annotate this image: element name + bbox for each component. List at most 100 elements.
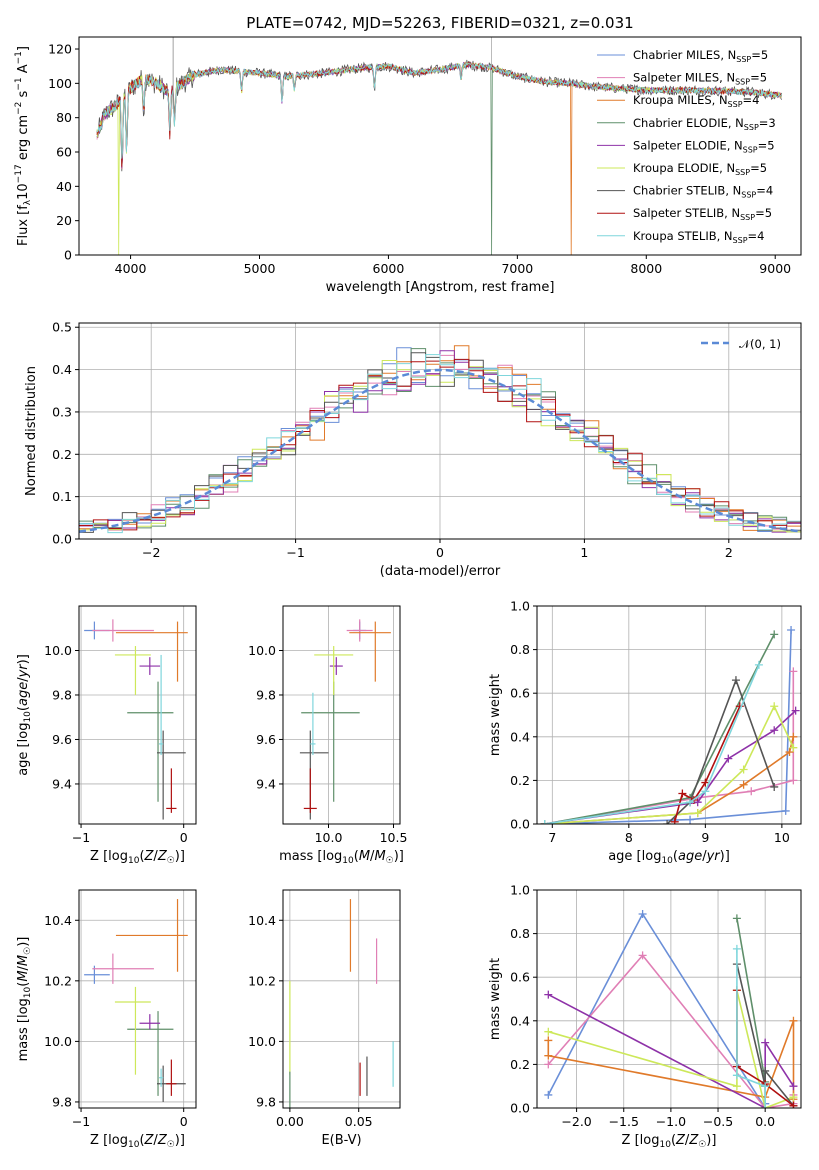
weight-series-6 — [666, 677, 775, 824]
y-tick-label: 20 — [56, 213, 72, 228]
spectrum-frame — [78, 36, 802, 256]
y-tick-label: 10.0 — [248, 643, 276, 658]
weight-marker — [732, 944, 741, 953]
y-tick-label: 9.6 — [256, 732, 276, 747]
mass-vs-extinction-plot-area — [289, 899, 394, 1108]
y-tick-label: 10.2 — [44, 973, 72, 988]
x-tick-label: −1 — [72, 1114, 90, 1129]
weight-series-8 — [544, 664, 760, 824]
x-tick-label: −1 — [286, 545, 304, 560]
x-tick-label: 10.0 — [315, 830, 343, 845]
y-tick-label: 10.0 — [44, 643, 72, 658]
weight-marker — [670, 817, 679, 824]
weight-marker — [789, 1082, 798, 1091]
weight-marker — [770, 726, 779, 735]
x-tick-label: −1 — [72, 830, 90, 845]
y-tick-label: 9.4 — [52, 776, 72, 791]
x-tick-label: 6000 — [373, 261, 405, 276]
mass-weight-vs-age-y-axis-label: mass weight — [488, 674, 503, 756]
residual-histogram-x-axis-label: (data-model)/error — [380, 564, 501, 579]
weight-marker — [761, 1038, 770, 1047]
x-tick-label: 10 — [774, 830, 790, 845]
weight-marker — [544, 990, 553, 999]
legend-entry: Salpeter STELIB, NSSP=5 — [633, 206, 772, 222]
legend-entry: 𝒩(0, 1) — [739, 337, 781, 351]
spectrum-panel: 4000 5000 6000 7000 8000 9000 0 20 40 60 80 100 120 w… — [14, 36, 802, 295]
weight-marker — [789, 1101, 798, 1108]
y-tick-label: 10.0 — [248, 1034, 276, 1049]
spectrum-line-8 — [96, 61, 783, 159]
legend-entry: Chabrier STELIB, NSSP=4 — [633, 184, 773, 200]
mass-vs-metallicity-frame — [78, 889, 197, 1109]
legend-entry: Kroupa MILES, NSSP=4 — [633, 93, 759, 109]
mass-vs-metallicity-x-axis-label: Z [log10(Z/Z☉)] — [90, 1133, 185, 1150]
y-tick-label: 10.4 — [44, 913, 72, 928]
y-tick-label: 1.0 — [510, 883, 530, 898]
weight-marker — [544, 1090, 553, 1099]
spectrum-x-axis-label: wavelength [Angstrom, rest frame] — [326, 280, 555, 295]
y-tick-label: 9.8 — [52, 687, 72, 702]
weight-marker — [739, 765, 748, 774]
weight-marker — [732, 914, 741, 923]
age-vs-mass-plot-area — [299, 619, 391, 820]
y-tick-label: 0.2 — [52, 447, 72, 462]
weight-marker — [540, 820, 549, 824]
x-tick-label: 5000 — [244, 261, 276, 276]
weight-series-3 — [736, 918, 767, 1108]
legend-entry: Chabrier MILES, NSSP=5 — [633, 48, 768, 64]
weight-marker — [761, 1104, 770, 1108]
mass-weight-vs-age-plot-area — [540, 625, 800, 824]
mass-weight-vs-metallicity-plot-area — [544, 909, 798, 1108]
weight-marker — [732, 1082, 741, 1091]
weight-marker — [638, 951, 647, 960]
weight-marker — [663, 820, 672, 824]
age-vs-metallicity-frame — [78, 605, 197, 825]
y-tick-label: 9.4 — [256, 776, 276, 791]
y-tick-label: 80 — [56, 110, 72, 125]
y-tick-label: 0.3 — [52, 404, 72, 419]
y-tick-label: 0.2 — [510, 1057, 530, 1072]
histogram-step-8 — [79, 354, 801, 534]
y-tick-label: 120 — [48, 42, 72, 57]
weight-marker — [791, 706, 800, 715]
mass-weight-vs-metallicity-y-axis-label: mass weight — [488, 958, 503, 1040]
y-tick-label: 0.8 — [510, 926, 530, 941]
x-tick-label: 8 — [625, 830, 633, 845]
weight-marker — [787, 625, 796, 634]
residual-histogram-plot-area — [79, 345, 801, 534]
weight-marker — [789, 1016, 798, 1025]
weight-marker — [789, 732, 798, 741]
x-tick-label: 8000 — [630, 261, 662, 276]
weight-marker — [686, 815, 695, 824]
weight-marker — [544, 1036, 553, 1045]
y-tick-label: 0.1 — [52, 489, 72, 504]
x-tick-label: 9000 — [759, 261, 791, 276]
x-tick-label: 7 — [548, 830, 556, 845]
x-tick-label: 0.05 — [345, 1114, 373, 1129]
y-tick-label: 10.0 — [44, 1034, 72, 1049]
y-tick-label: 0.4 — [510, 1013, 530, 1028]
mass-vs-metallicity-panel: −1 0 9.8 10.0 10.2 10.4 Z [log10(Z/Z☉)] mass [l… — [16, 889, 197, 1150]
y-tick-label: 9.8 — [52, 1094, 72, 1109]
age-vs-mass-frame — [282, 605, 401, 825]
weight-marker — [732, 1071, 741, 1080]
y-tick-label: 9.8 — [256, 687, 276, 702]
weight-marker — [701, 778, 710, 787]
mass-vs-extinction-x-axis-label: E(B-V) — [321, 1133, 361, 1148]
y-tick-label: 1.0 — [510, 599, 530, 614]
legend-entry: Chabrier ELODIE, NSSP=3 — [633, 116, 776, 132]
mass-weight-vs-age-panel: 7 8 9 10 0.0 0.2 0.4 0.6 0.8 1.0 age [log10(age/yr… — [488, 599, 802, 866]
x-tick-label: 0 — [180, 830, 188, 845]
weight-marker — [544, 1060, 553, 1069]
weight-marker — [686, 798, 695, 807]
weight-series-3 — [544, 633, 775, 824]
y-tick-label: 0.0 — [510, 817, 530, 832]
weight-series-4 — [544, 710, 797, 824]
mass-vs-metallicity-y-axis-label: mass [log10(M/M☉)] — [16, 937, 33, 1062]
weight-marker — [739, 780, 748, 789]
y-tick-label: 100 — [48, 76, 72, 91]
spectrum-plot-area — [96, 37, 783, 255]
y-tick-label: 0.4 — [52, 362, 72, 377]
x-tick-label: 0 — [180, 1114, 188, 1129]
weight-marker — [544, 1051, 553, 1060]
